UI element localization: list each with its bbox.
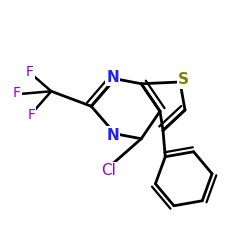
Text: F: F [26,65,34,79]
Text: N: N [106,70,119,85]
Text: F: F [27,108,35,122]
Text: N: N [106,128,119,142]
Text: S: S [178,72,189,88]
Text: Cl: Cl [101,163,116,178]
Text: F: F [13,86,21,100]
